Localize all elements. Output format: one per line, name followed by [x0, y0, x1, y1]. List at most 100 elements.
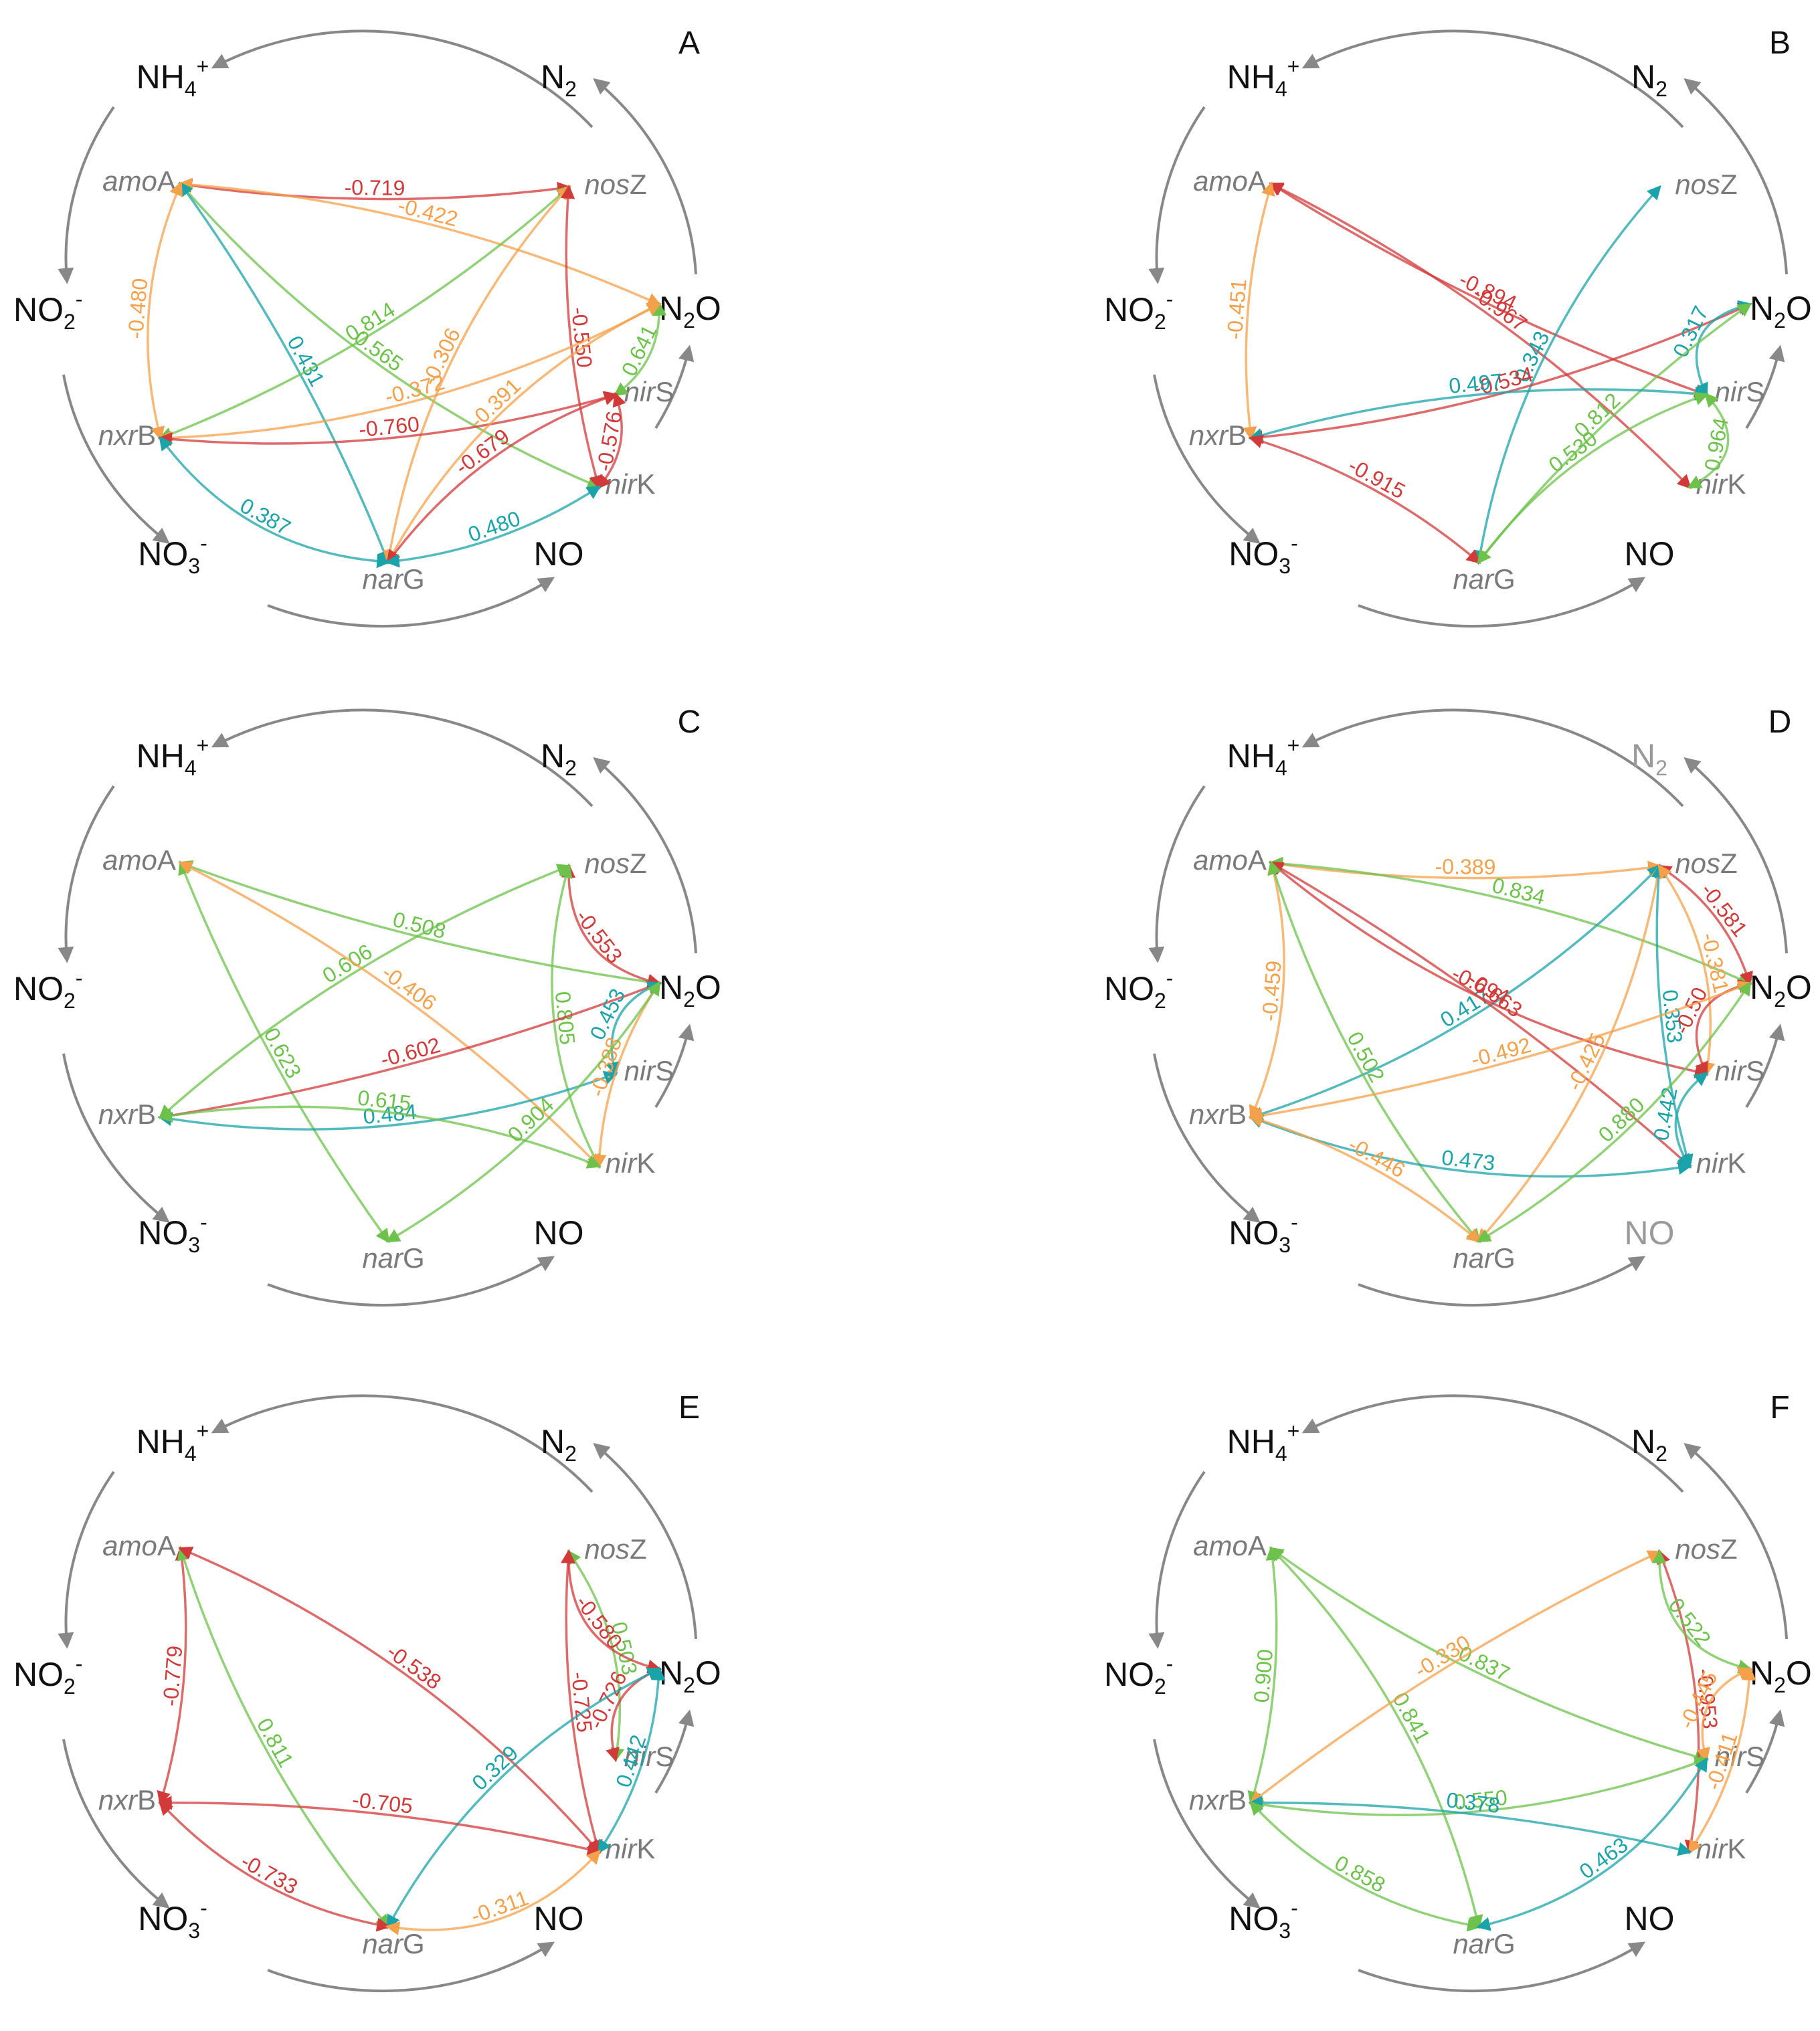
- correlation-edge: [1269, 183, 1692, 489]
- edge-group: -0.7790.811-0.538-0.7250.503-0.5800.442-…: [157, 1545, 666, 1935]
- edge-label: -0.719: [344, 175, 405, 200]
- correlation-edge: [1243, 181, 1275, 442]
- edge-label: -0.330: [1410, 1630, 1475, 1682]
- species-n2: N2: [1631, 58, 1667, 101]
- species-n2o: N2O: [1750, 969, 1812, 1011]
- gene-amoA: amoA: [102, 844, 176, 876]
- gene-nirK: nirK: [606, 1147, 656, 1179]
- edge-label: -0.480: [123, 277, 152, 339]
- edge-label: -0.446: [1344, 1132, 1409, 1182]
- correlation-edge: [1475, 1757, 1708, 1931]
- cycle-arrow-icon: [58, 1470, 115, 1649]
- species-no3: NO3-: [138, 1896, 207, 1943]
- gene-nirS: nirS: [1715, 376, 1765, 407]
- correlation-edge: [385, 1849, 601, 1935]
- gene-narG: narG: [1453, 1928, 1515, 1959]
- cycle-arrow-icon: [62, 1739, 170, 1909]
- edge-label: 0.964: [1700, 415, 1733, 472]
- panel-b: NH4+ N2 NO2- N2O NO3- NO amoA nosZ nxrB nirS nirK n…: [1104, 25, 1812, 628]
- species-nh4: NH4+: [136, 54, 209, 101]
- edge-group: -0.894-0.9670.343-0.451-0.5340.3170.8120…: [1222, 181, 1753, 565]
- cycle-arrow-icon: [593, 757, 697, 954]
- cycle-arrow-icon: [1683, 78, 1788, 275]
- gene-nirK: nirK: [606, 1833, 656, 1864]
- edge-label: -0.406: [377, 960, 441, 1015]
- cycle-arrow-icon: [1358, 1941, 1646, 1993]
- nitrogen-cycle: [58, 708, 697, 1307]
- species-n2o: N2O: [659, 969, 721, 1011]
- cycle-arrow-icon: [267, 1941, 555, 1993]
- species-n2: N2: [541, 1423, 577, 1466]
- gene-amoA: amoA: [102, 1530, 176, 1561]
- panel-letter: E: [678, 1390, 700, 1426]
- cycle-arrow-icon: [1153, 1739, 1261, 1909]
- gene-nxrB: nxrB: [98, 419, 156, 451]
- edge-label: -0.389: [1435, 854, 1495, 879]
- gene-nxrB: nxrB: [1189, 1098, 1247, 1130]
- panel-letter: D: [1768, 704, 1792, 740]
- cycle-arrow-icon: [58, 106, 115, 284]
- correlation-edge: [1248, 864, 1661, 1121]
- panel-letter: F: [1770, 1390, 1789, 1426]
- edge-label: 0.473: [1441, 1145, 1497, 1175]
- correlation-edge: [1248, 434, 1481, 564]
- species-nh4: NH4+: [1227, 54, 1300, 101]
- species-n2: N2: [1631, 737, 1667, 780]
- species-no2: NO2-: [1104, 287, 1173, 334]
- correlation-edge: [179, 181, 602, 490]
- gene-nosZ: nosZ: [1675, 1533, 1737, 1565]
- gene-nosZ: nosZ: [584, 848, 646, 879]
- correlation-edge: [1248, 1113, 1481, 1243]
- cycle-arrow-icon: [58, 785, 115, 963]
- species-nh4: NH4+: [136, 733, 209, 780]
- cycle-arrow-icon: [593, 1442, 697, 1640]
- gene-nirK: nirK: [1696, 1147, 1746, 1179]
- edge-label: 0.522: [1664, 1593, 1716, 1650]
- edge-label: 0.329: [467, 1741, 523, 1795]
- edge-label: 0.497: [1448, 369, 1504, 398]
- edge-label: 0.317: [1668, 302, 1713, 361]
- edge-label: -0.553: [571, 905, 627, 968]
- edge-label: 0.811: [252, 1714, 298, 1771]
- correlation-edge: [159, 436, 391, 569]
- edge-label: -0.779: [158, 1645, 187, 1707]
- edge-label: 0.502: [1342, 1028, 1389, 1086]
- gene-narG: narG: [362, 563, 424, 595]
- gene-nirS: nirS: [624, 1055, 674, 1086]
- species-n2: N2: [541, 737, 577, 780]
- gene-nosZ: nosZ: [1675, 169, 1737, 200]
- species-no3: NO3-: [138, 1210, 207, 1257]
- edge-label: -0.388: [585, 1034, 627, 1099]
- nitrogen-cycle: [58, 29, 697, 628]
- edge-label: -0.538: [383, 1639, 446, 1694]
- correlation-edge: [159, 1800, 391, 1932]
- gene-nxrB: nxrB: [98, 1784, 156, 1816]
- cycle-arrow-icon: [1153, 374, 1261, 544]
- cycle-arrow-icon: [211, 708, 594, 807]
- cycle-arrow-icon: [1683, 757, 1788, 954]
- edge-label: -0.581: [1696, 878, 1752, 941]
- species-n2: N2: [541, 58, 577, 101]
- nitrogen-cycle: [1148, 1394, 1788, 1993]
- panel-d: NH4+ N2 NO2- N2O NO3- NO amoA nosZ nxrB nirS nirK n…: [1104, 704, 1812, 1307]
- species-n2o: N2O: [1750, 1654, 1812, 1697]
- panel-letter: C: [678, 704, 701, 740]
- gene-narG: narG: [1453, 1242, 1515, 1274]
- correlation-edge: [1477, 391, 1709, 565]
- edge-label: 0.841: [1388, 1688, 1435, 1747]
- panel-letter: A: [678, 25, 700, 61]
- correlation-edge: [561, 1549, 662, 1674]
- edge-group: 0.900 0.8370.841-0.330-0.9530.522-0.411-0…: [1247, 1545, 1756, 1932]
- species-n2o: N2O: [659, 1654, 721, 1697]
- panel-c: NH4+ N2 NO2- N2O NO3- NO amoA nosZ nxrB nirS nirK n…: [13, 704, 721, 1307]
- species-no: NO: [1625, 1900, 1675, 1937]
- edge-label: 0.880: [1594, 1092, 1649, 1147]
- nitrogen-cycle: [58, 1394, 697, 1993]
- species-no2: NO2-: [1104, 1652, 1173, 1699]
- cycle-arrow-icon: [62, 374, 170, 544]
- correlation-edge: [1249, 1800, 1482, 1932]
- species-no2: NO2-: [13, 287, 82, 334]
